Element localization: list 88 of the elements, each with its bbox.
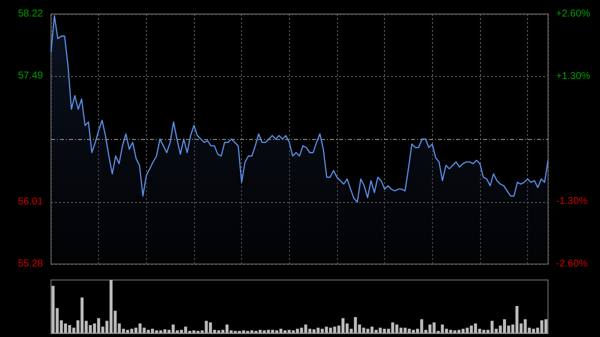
bar xyxy=(320,328,324,333)
bar xyxy=(412,330,415,333)
bar xyxy=(242,330,246,333)
bar xyxy=(312,329,316,333)
bar xyxy=(52,286,55,333)
bar xyxy=(391,322,394,333)
bar xyxy=(470,326,473,333)
bar xyxy=(329,328,332,333)
bar xyxy=(399,328,402,333)
bar xyxy=(474,323,478,333)
bar xyxy=(395,324,398,333)
bar xyxy=(64,323,67,333)
y-tick-label: 55.28 xyxy=(18,258,44,270)
bar xyxy=(150,328,154,333)
bar xyxy=(279,328,282,333)
bar xyxy=(449,330,452,333)
bar xyxy=(126,330,130,333)
bar xyxy=(142,328,146,333)
y2-tick-label: -2.60% xyxy=(556,258,588,270)
bar xyxy=(192,330,196,333)
bar xyxy=(374,330,378,333)
bar xyxy=(262,330,266,333)
bar xyxy=(445,328,448,333)
bar xyxy=(159,330,162,333)
bar xyxy=(524,319,527,333)
bar xyxy=(540,320,544,333)
bar xyxy=(420,319,424,333)
bar xyxy=(378,328,382,333)
bar xyxy=(296,328,299,333)
y2-tick-label: -1.30% xyxy=(556,196,588,207)
bar xyxy=(130,328,134,333)
y-tick-label: 57.49 xyxy=(18,70,44,82)
bar xyxy=(284,330,287,333)
bar xyxy=(316,328,320,333)
y-tick-label: 58.22 xyxy=(18,8,44,20)
bar xyxy=(370,326,374,333)
bar xyxy=(532,328,536,333)
bar xyxy=(155,330,158,333)
bar xyxy=(333,326,336,333)
y-tick-label: 56.01 xyxy=(18,196,44,208)
bar xyxy=(366,328,370,333)
bar xyxy=(408,328,411,333)
bar xyxy=(275,330,278,333)
bar xyxy=(292,330,295,333)
bar xyxy=(217,330,220,333)
y2-tick-label: +2.60% xyxy=(556,8,590,20)
bar xyxy=(138,323,142,333)
bar xyxy=(354,317,357,333)
bar xyxy=(163,329,166,333)
bar xyxy=(515,306,518,333)
bar xyxy=(68,325,72,333)
bar xyxy=(288,330,291,333)
bar xyxy=(544,319,548,333)
bar xyxy=(304,324,308,333)
y2-tick-label: +1.30% xyxy=(556,71,590,82)
bar xyxy=(440,324,444,333)
bar xyxy=(97,318,100,333)
bar xyxy=(482,330,486,333)
bar xyxy=(466,328,469,333)
bar xyxy=(146,330,150,333)
bar xyxy=(300,328,304,333)
bar xyxy=(110,280,113,333)
bar xyxy=(490,320,494,333)
bar xyxy=(271,330,274,333)
bar xyxy=(208,322,212,333)
bar xyxy=(324,326,328,333)
bar xyxy=(428,324,432,333)
bar xyxy=(462,328,465,333)
bar xyxy=(453,330,456,333)
bar xyxy=(457,330,460,333)
bar xyxy=(432,322,436,333)
bar xyxy=(362,328,366,333)
bar xyxy=(226,324,229,333)
bar xyxy=(172,324,175,333)
bar xyxy=(88,325,92,333)
bar xyxy=(404,328,407,333)
bar xyxy=(250,330,254,333)
bar xyxy=(503,319,506,333)
bar xyxy=(382,328,386,333)
bar xyxy=(258,330,262,333)
bar xyxy=(266,330,270,333)
bar xyxy=(134,328,138,333)
bar xyxy=(184,326,188,333)
bar xyxy=(308,328,312,333)
bar xyxy=(180,330,183,333)
bar xyxy=(80,297,84,333)
bar xyxy=(204,320,208,333)
bar xyxy=(341,318,344,333)
